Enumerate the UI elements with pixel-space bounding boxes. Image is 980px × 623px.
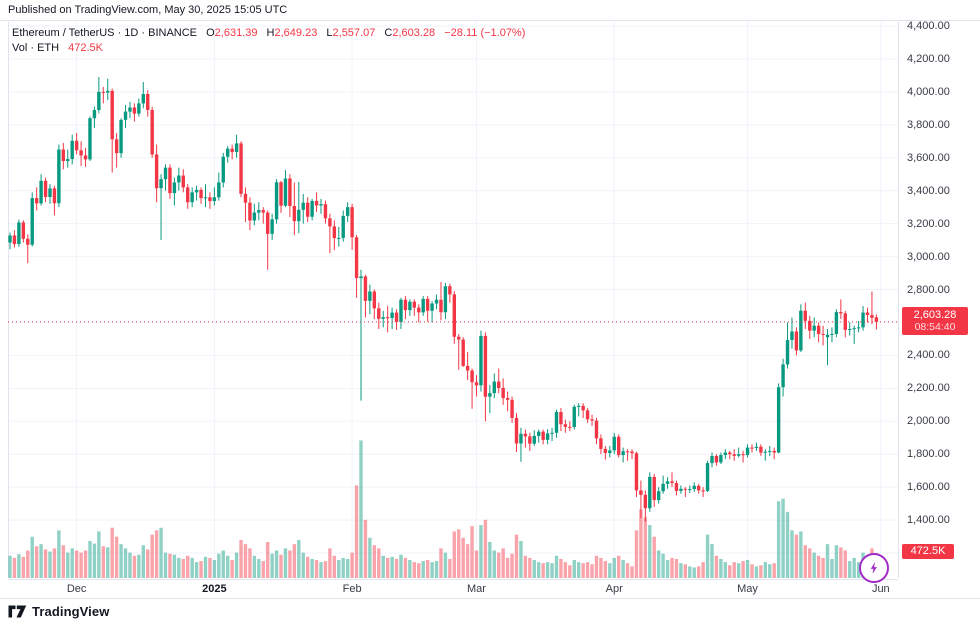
symbol-title: Ethereum / TetherUS · 1D · BINANCE (12, 27, 198, 39)
time-axis-label: Feb (342, 583, 362, 595)
price-axis-label: 3,200.00 (907, 217, 950, 230)
low-value: 2,557.07 (332, 27, 376, 39)
price-axis-label: 3,000.00 (907, 250, 950, 263)
high-label: H (266, 27, 275, 39)
published-timestamp: Published on TradingView.com, May 30, 20… (0, 0, 980, 21)
time-axis-label: Mar (467, 583, 486, 595)
price-axis[interactable]: 2,603.28 08:54:40 472.5K 4,400.00 4,200.0… (898, 20, 980, 578)
volume-badge: 472.5K (902, 544, 954, 559)
price-axis-label: 2,800.00 (907, 283, 950, 296)
brand-text: TradingView (32, 603, 110, 619)
volume-label: Vol · ETH (12, 42, 60, 54)
price-axis-label: 3,600.00 (907, 151, 950, 164)
chart-area: Ethereum / TetherUS · 1D · BINANCE O2,63… (0, 20, 980, 599)
lightning-bolt-icon (870, 562, 877, 574)
open-value: 2,631.39 (214, 27, 258, 39)
time-axis-label: Jun (871, 583, 890, 595)
bar-countdown: 08:54:40 (914, 320, 956, 333)
time-axis-label: Apr (605, 583, 623, 595)
price-axis-label: 2,000.00 (907, 415, 950, 428)
tradingview-brand-link[interactable]: TradingView (8, 604, 109, 619)
symbol-legend: Ethereum / TetherUS · 1D · BINANCE O2,63… (12, 26, 525, 56)
flash-icon (859, 553, 889, 583)
price-axis-label: 3,400.00 (907, 184, 950, 197)
price-axis-label: 4,200.00 (907, 52, 950, 65)
price-axis-label: 1,800.00 (907, 448, 950, 461)
close-label: C (384, 27, 393, 39)
published-text: Published on TradingView.com, May 30, 20… (8, 4, 288, 16)
price-axis-label: 4,000.00 (907, 85, 950, 98)
close-value: 2,603.28 (392, 27, 436, 39)
current-price-value: 2,603.28 (913, 308, 957, 321)
high-value: 2,649.23 (274, 27, 318, 39)
low-label: L (326, 27, 333, 39)
legend-row-2: Vol · ETH 472.5K (12, 41, 525, 56)
price-axis-label: 1,600.00 (907, 481, 950, 494)
time-axis[interactable]: Dec 2025 Feb Mar Apr May Jun (8, 579, 898, 599)
volume-value: 472.5K (68, 42, 104, 54)
time-axis-label: 2025 (202, 583, 227, 595)
current-price-badge: 2,603.28 08:54:40 (902, 306, 968, 335)
tradingview-logo (8, 605, 27, 617)
change-value: −28.11 (−1.07%) (444, 27, 526, 39)
price-axis-label: 4,400.00 (907, 20, 950, 32)
time-axis-label: May (737, 583, 758, 595)
open-label: O (206, 27, 215, 39)
price-axis-label: 2,400.00 (907, 349, 950, 362)
price-axis-label: 1,400.00 (907, 514, 950, 527)
price-axis-label: 3,800.00 (907, 118, 950, 131)
time-axis-label: Dec (66, 583, 87, 595)
price-axis-label: 2,200.00 (907, 382, 950, 395)
legend-row-1: Ethereum / TetherUS · 1D · BINANCE O2,63… (12, 26, 525, 41)
footer-bar: TradingView (0, 598, 980, 623)
candlestick-chart[interactable] (8, 22, 898, 578)
